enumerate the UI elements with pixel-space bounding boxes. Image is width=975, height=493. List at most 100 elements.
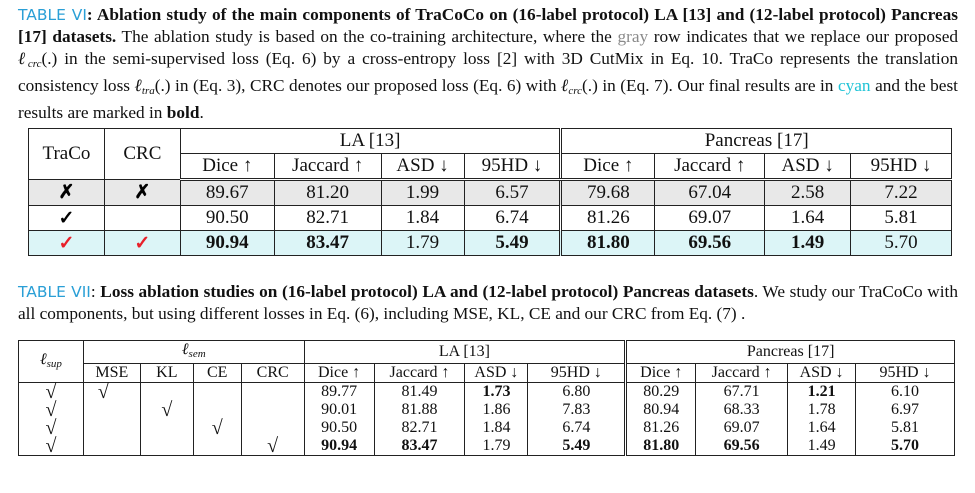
value-cell: 1.49 (764, 230, 852, 256)
value-cell: 69.07 (695, 419, 789, 437)
value-cell: 1.78 (787, 401, 857, 419)
caption-text: ℓ (18, 49, 28, 68)
value-cell: 81.49 (373, 382, 466, 401)
value-cell: 6.74 (527, 419, 627, 437)
caption-text: row indicates that we replace our propos… (648, 27, 958, 46)
symbol: ℓ (39, 350, 47, 368)
caption-text: TABLE VII (18, 283, 91, 301)
value-cell: 81.80 (559, 230, 656, 256)
data-row: ✗ ✗ 89.67 81.20 1.99 6.57 79.68 67.04 2.58 7.22 (28, 179, 952, 206)
value-cell: 5.81 (850, 205, 952, 231)
caption-text: bold (166, 103, 200, 122)
caption-text: The ablation study is based on the co-tr… (116, 27, 618, 46)
mark-cell: ✓ (103, 230, 181, 256)
mark-cell: √ (139, 400, 194, 420)
symbol-sub: sup (46, 357, 62, 370)
mark-cell (240, 419, 305, 437)
value-cell: 69.56 (695, 437, 789, 456)
header-cell: ℓsup (18, 340, 84, 383)
group-header: LA [13] (303, 340, 627, 364)
mark-cell (82, 437, 141, 456)
value-cell: 83.47 (373, 437, 466, 456)
value-cell: 69.07 (654, 205, 766, 231)
header-row: TraCo CRC LA [13] Pancreas [17] (28, 128, 952, 180)
value-cell: 5.81 (855, 419, 955, 437)
mark-cell (82, 401, 141, 419)
value-cell: 90.50 (179, 205, 275, 231)
caption-text: (.) in (Eq. 3), CRC denotes our proposed… (154, 76, 561, 95)
mark-cell (192, 437, 242, 456)
mark-cell: ✗ (103, 179, 181, 206)
caption-text: ℓ (561, 76, 569, 95)
value-cell: 7.22 (850, 179, 952, 206)
data-row: √ √ 90.50 82.71 1.84 6.74 81.26 69.07 1.64 5.81 (18, 418, 955, 438)
caption-text: cyan (837, 76, 871, 95)
mark-cell: √ (192, 418, 242, 438)
caption-text: crc (568, 85, 583, 97)
value-cell: 6.97 (855, 401, 955, 419)
data-row: √ √ 89.77 81.49 1.73 6.80 80.29 67.71 1.21 6.10 (18, 382, 955, 402)
value-cell: 5.49 (463, 230, 562, 256)
value-cell: 90.01 (303, 401, 375, 419)
metric-header: 95HD ↓ (463, 153, 562, 181)
header-cell: CRC (103, 128, 181, 180)
header-cell: TraCo (28, 128, 105, 180)
metric-header: ASD ↓ (787, 363, 857, 383)
mark-cell: √ (82, 382, 141, 402)
metric-header: Dice ↑ (624, 363, 697, 383)
mark-cell: √ (18, 436, 84, 456)
value-cell: 80.94 (624, 401, 697, 419)
mark-cell (139, 437, 194, 456)
value-cell: 89.77 (303, 382, 375, 401)
data-row: ✓ 90.50 82.71 1.84 6.74 81.26 69.07 1.64 5.81 (28, 205, 952, 231)
mark-cell: ✓ (28, 230, 105, 256)
value-cell: 81.80 (624, 437, 697, 456)
value-cell: 90.50 (303, 419, 375, 437)
metric-header: Dice ↑ (303, 363, 375, 383)
caption: TABLE VII: Loss ablation studies on (16-… (18, 281, 958, 325)
value-cell: 81.20 (273, 179, 382, 206)
caption: TABLE VI: Ablation study of the main com… (18, 4, 958, 124)
table: ℓsup ℓsem LA [13] Pancreas [17] MSE KL CE CRC Di… (18, 340, 955, 456)
mark-cell (82, 419, 141, 437)
loss-header: KL (139, 363, 194, 383)
caption-text: . We study our TraCoCo with all componen… (18, 282, 959, 323)
mark-cell (103, 205, 181, 231)
caption-text: TABLE VI (18, 6, 87, 24)
value-cell: 81.26 (559, 205, 656, 231)
caption-text: Loss ablation studies on (16-label proto… (100, 282, 754, 301)
value-cell: 1.84 (380, 205, 465, 231)
value-cell: 1.49 (787, 437, 857, 456)
value-cell: 67.04 (654, 179, 766, 206)
metric-header: 95HD ↓ (855, 363, 955, 383)
caption-text: : Ablation study of the main components … (18, 5, 958, 46)
group-header: LA [13] (179, 128, 562, 154)
metric-header: ASD ↓ (764, 153, 852, 181)
metric-header: ASD ↓ (380, 153, 465, 181)
value-cell: 80.29 (624, 382, 697, 401)
value-cell: 1.86 (464, 401, 529, 419)
caption-text: and the best results are marked in (18, 76, 958, 122)
mark-cell (139, 419, 194, 437)
data-row: ✓ ✓ 90.94 83.47 1.79 5.49 81.80 69.56 1.49 5.70 (28, 230, 952, 256)
value-cell: 1.73 (464, 382, 529, 401)
value-cell: 5.70 (850, 230, 952, 256)
value-cell: 90.94 (303, 437, 375, 456)
value-cell: 82.71 (373, 419, 466, 437)
value-cell: 6.80 (527, 382, 627, 401)
loss-header: CRC (240, 363, 305, 383)
value-cell: 69.56 (654, 230, 766, 256)
caption-text: (.) in the semi-supervised loss (Eq. 6) … (18, 49, 958, 95)
header-row: ℓsup ℓsem LA [13] Pancreas [17] (18, 340, 955, 383)
metric-header: ASD ↓ (464, 363, 529, 383)
value-cell: 67.71 (695, 382, 789, 401)
value-cell: 83.47 (273, 230, 382, 256)
value-cell: 6.57 (463, 179, 562, 206)
metric-header: Jaccard ↑ (273, 153, 382, 181)
mark-cell: ✓ (28, 205, 105, 231)
metric-header: Jaccard ↑ (373, 363, 466, 383)
value-cell: 5.49 (527, 437, 627, 456)
value-cell: 81.26 (624, 419, 697, 437)
value-cell: 79.68 (559, 179, 656, 206)
